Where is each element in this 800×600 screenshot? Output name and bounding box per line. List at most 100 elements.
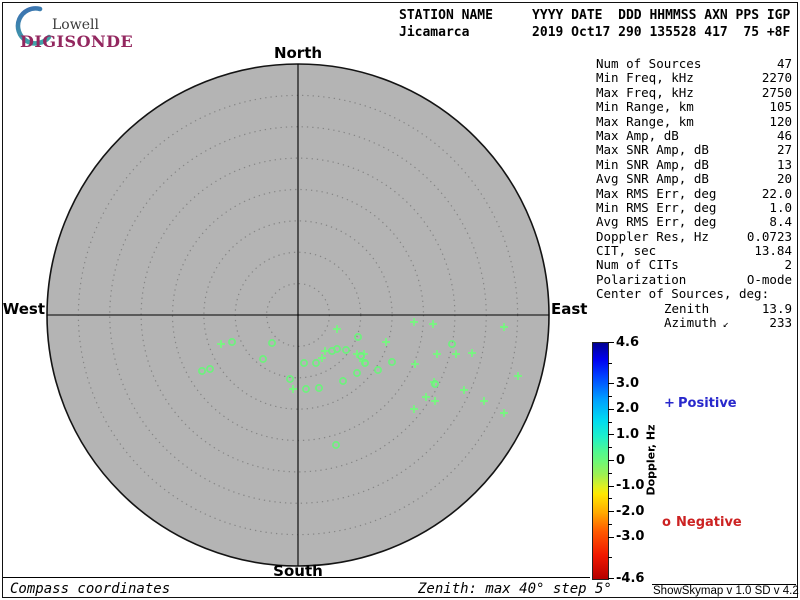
stat-value: O-mode [746,271,792,287]
stat-label: Max SNR Amp, dB [596,142,709,158]
stat-label: Polarization [596,271,687,287]
stat-label: Max Amp, dB [596,127,679,143]
colorbar-major-tick [608,408,614,410]
colorbar-tick-label: -2.0 [616,503,645,519]
compass-label-south: South [273,562,323,580]
source-point-negative [312,359,320,367]
lowell-digisonde-logo: Lowell DIGISONDE [8,6,133,51]
stat-row: Doppler Res, Hz 0.0723 [596,228,792,244]
stat-value: 2270 [761,70,792,86]
colorbar-minor-tick [608,447,612,449]
stat-label: Center of Sources, deg: [596,286,770,302]
station-header: STATION NAME YYYY DATE DDD HHMMSS AXN PP… [399,7,790,41]
source-point-negative [374,366,382,374]
colorbar-minor-tick [608,472,612,474]
stat-row: Center of Sources, deg: [596,286,792,302]
footer-version-note: ShowSkymap v 1.0 SD v 4.2 [653,585,799,597]
stat-value: 2750 [761,84,792,100]
source-point-positive [433,350,441,358]
legend-negative: o Negative [662,515,742,530]
source-point-positive [333,325,341,333]
stat-row: Min RMS Err, deg 1.0 [596,199,792,215]
source-point-positive [468,349,476,357]
source-point-negative [339,377,347,385]
logo-digisonde-text: DIGISONDE [20,32,134,51]
doppler-colorbar [592,342,609,580]
stat-value: 233 [769,315,792,331]
source-point-positive [460,386,468,394]
colorbar-major-tick [608,434,614,436]
negative-circle-icon: o [662,515,676,530]
stat-row: Max SNR Amp, dB 27 [596,142,792,158]
source-point-positive [411,360,419,368]
stat-row: Azimuth ↙ 233 [596,315,792,331]
source-point-negative [431,380,439,388]
source-point-negative [286,375,294,383]
colorbar-tick-label: 0 [616,452,626,468]
stat-label: Avg RMS Err, deg [596,214,717,230]
source-point-negative [388,358,396,366]
stat-label: Min RMS Err, deg [596,199,717,215]
source-point-positive [429,320,437,328]
source-point-negative [259,355,267,363]
stat-label: Azimuth ↙ [664,315,729,331]
stat-row: Max Amp, dB 46 [596,127,792,143]
stat-row: Min Range, km 105 [596,99,792,115]
stat-label: Min Range, km [596,99,694,115]
footer-coordinates-note: Compass coordinates [10,581,171,597]
stat-row: Num of CITs 2 [596,257,792,273]
colorbar-tick-label: -3.0 [616,529,645,545]
stat-value: 46 [776,127,792,143]
colorbar-major-tick [608,536,614,538]
colorbar-minor-tick [608,498,612,500]
colorbar-tick-label: 3.0 [616,375,640,391]
stat-value: 0.0723 [746,228,792,244]
source-point-negative [353,369,361,377]
stat-row: Max Range, km 120 [596,113,792,129]
source-point-positive [500,323,508,331]
stat-row: Min SNR Amp, dB 13 [596,156,792,172]
station-header-columns: STATION NAME YYYY DATE DDD HHMMSS AXN PP… [399,8,791,23]
logo-lowell-text: Lowell [52,17,99,33]
source-point-positive [500,409,508,417]
compass-label-west: West [2,300,45,318]
stat-label: Num of Sources [596,56,702,71]
source-point-negative [300,359,308,367]
colorbar-minor-tick [608,524,612,526]
colorbar-major-tick [608,485,614,487]
stat-value: 2 [784,257,792,273]
source-point-positive [289,385,297,393]
stat-value: 13.84 [754,243,792,259]
doppler-colorbar-title: Doppler, Hz [644,424,658,496]
source-point-negative [332,441,340,449]
stat-label: Num of CITs [596,257,679,273]
footer-zenith-note: Zenith: max 40° step 5° [418,581,612,597]
colorbar-minor-tick [608,421,612,423]
colorbar-tick-label: 1.0 [616,426,640,442]
colorbar-major-tick [608,511,614,513]
source-point-positive [422,393,430,401]
stat-label: Min SNR Amp, dB [596,156,709,172]
colorbar-minor-tick [608,395,612,397]
stat-row: Zenith 13.9 [596,301,792,316]
stat-label: CIT, sec [596,243,657,259]
stat-value: 22.0 [761,185,792,201]
colorbar-tick-label: 4.6 [616,334,640,350]
source-point-negative [448,340,456,348]
stat-value: 47 [776,56,792,71]
source-point-positive [410,405,418,413]
colorbar-minor-tick [608,362,612,364]
stat-label: Max Freq, kHz [596,84,694,100]
source-point-positive [431,397,439,405]
source-point-negative [206,365,214,373]
legend-negative-label: Negative [676,515,742,530]
stat-label: Max Range, km [596,113,694,129]
stat-value: 1.0 [769,199,792,215]
colorbar-tick-label: 2.0 [616,401,640,417]
colorbar-tick-label: -1.0 [616,478,645,494]
colorbar-tick-label: -4.6 [616,570,645,586]
source-point-positive [480,397,488,405]
stat-row: Avg SNR Amp, dB 20 [596,171,792,186]
stat-value: 105 [769,99,792,115]
colorbar-major-tick [608,460,614,461]
